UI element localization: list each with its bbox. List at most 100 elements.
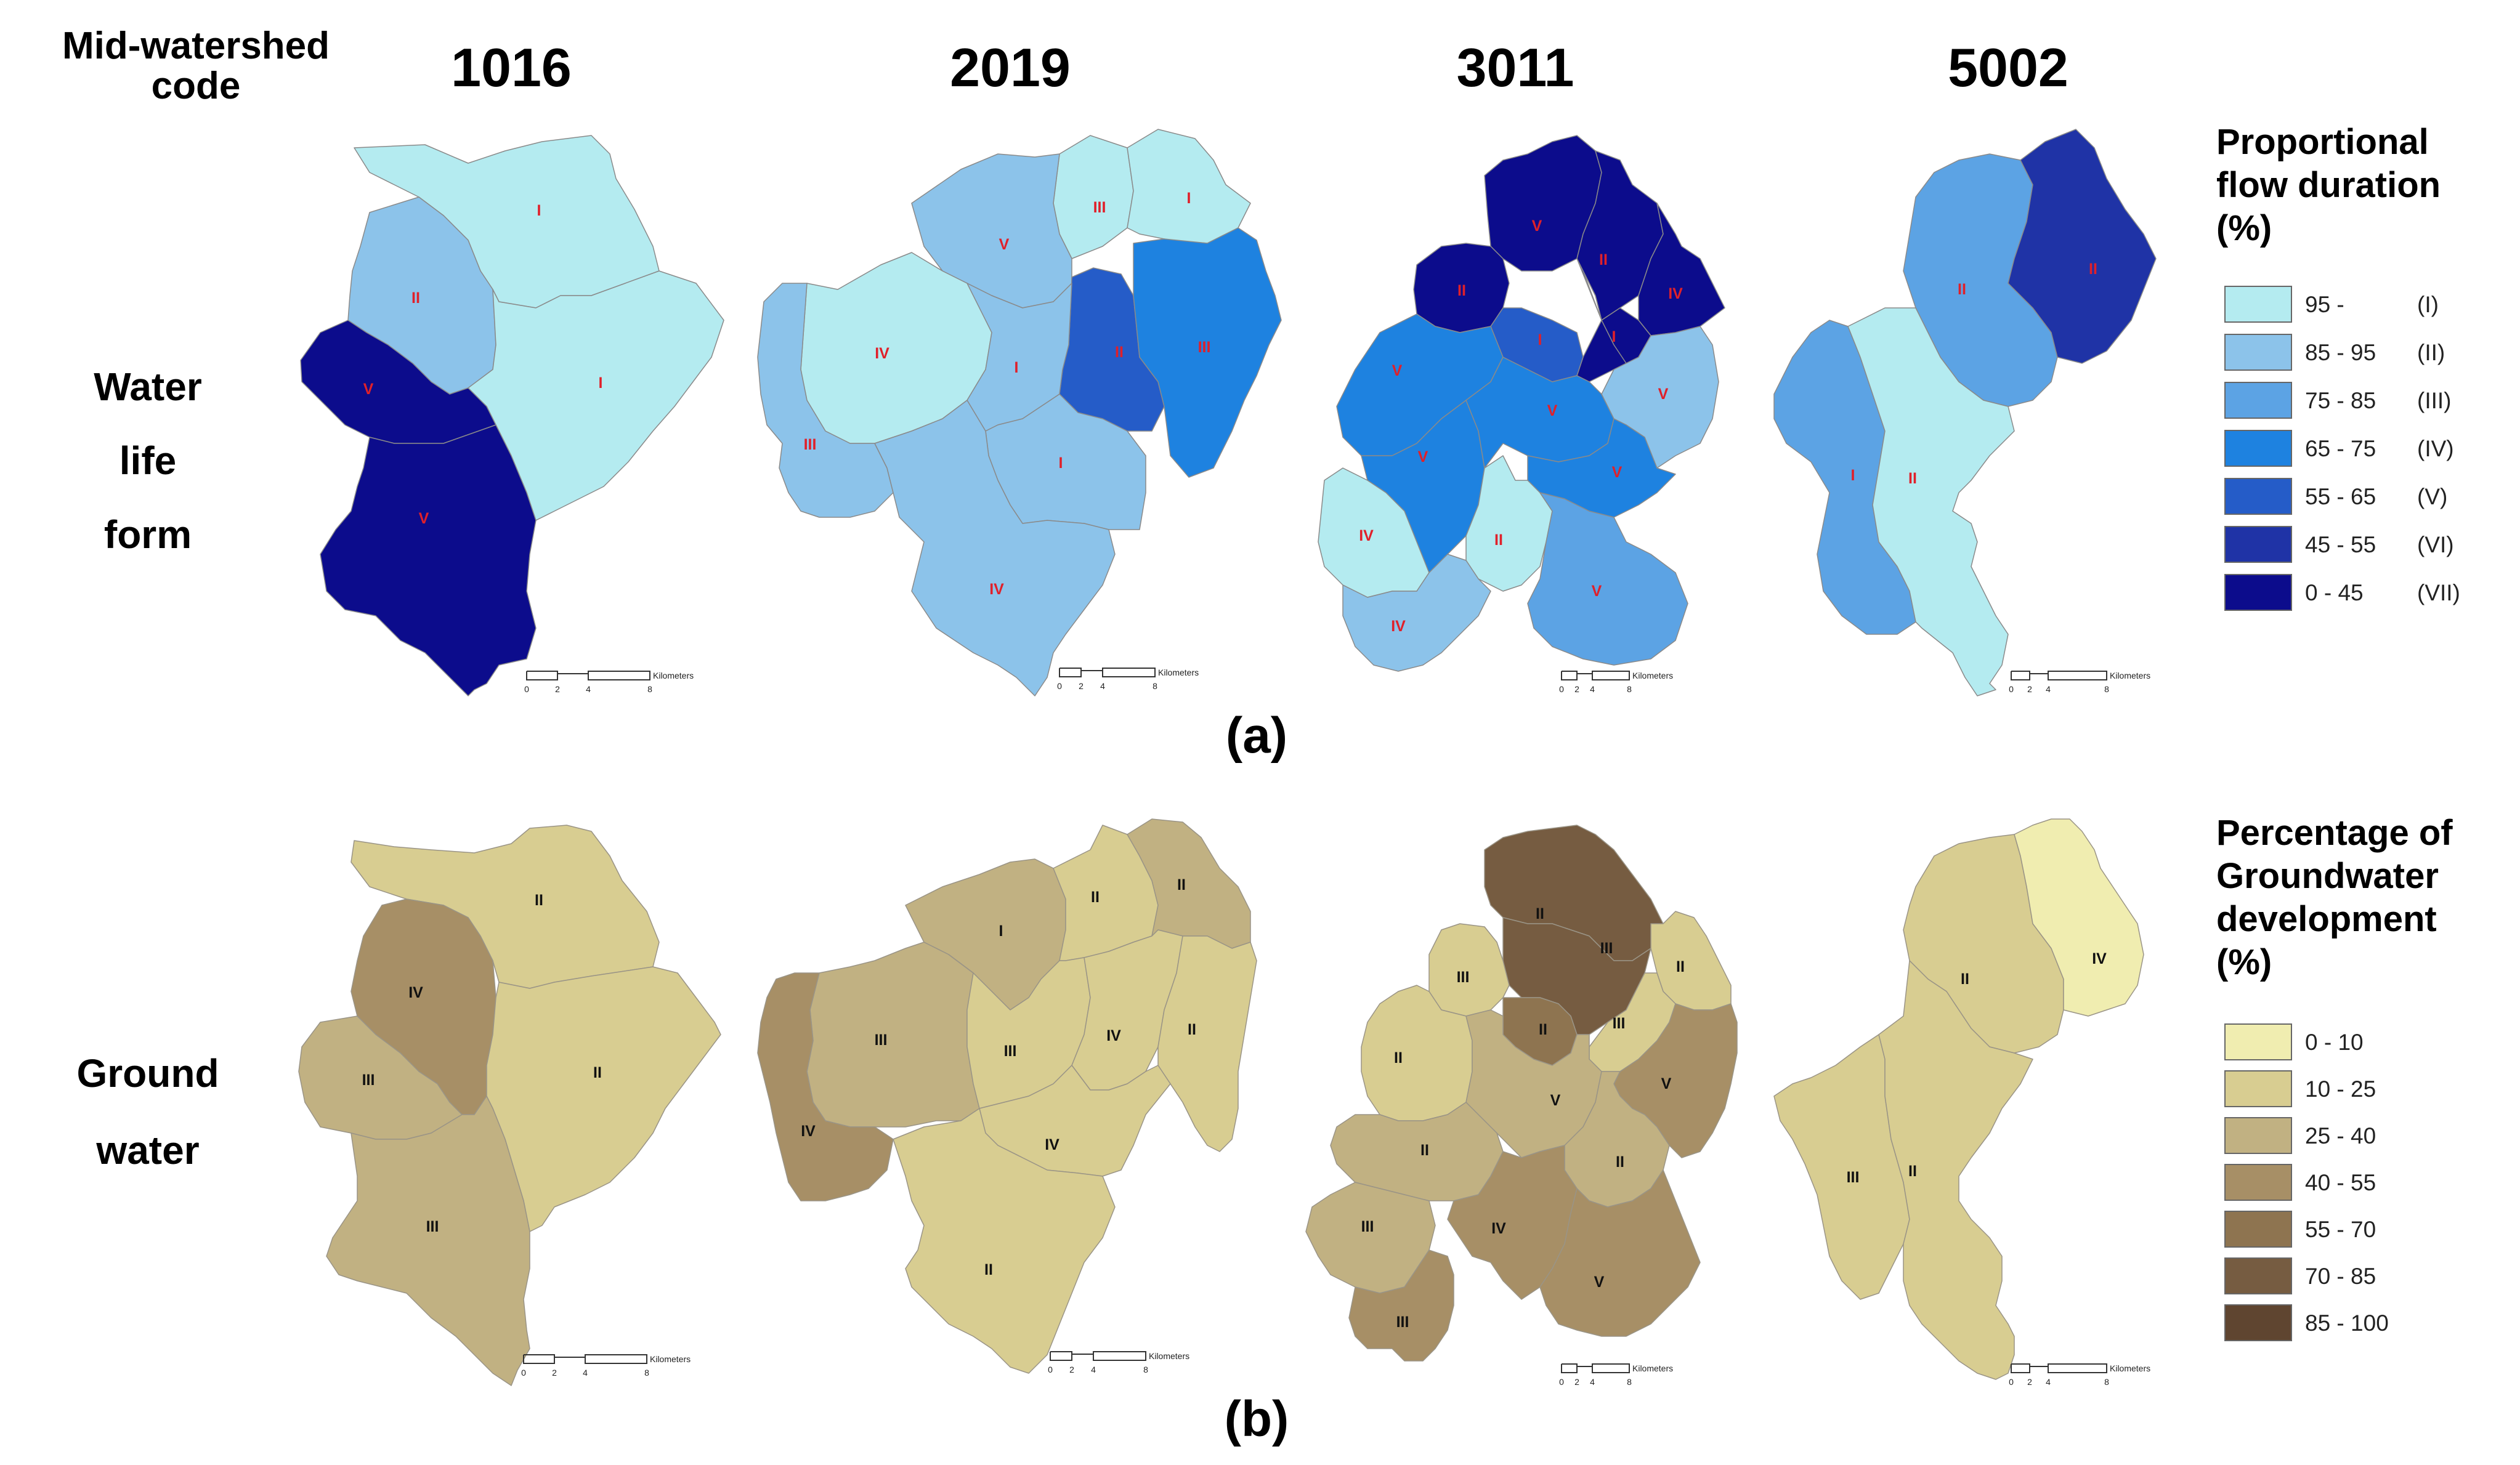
map-1016-water-life-form: I II I V V (300, 135, 724, 696)
zone-label-a3011-6: I (1538, 331, 1542, 349)
zone-label-b1016-3: II (593, 1064, 602, 1081)
zone-label-b3011-13: IV (1491, 1220, 1506, 1237)
zone-label-b2019-10: II (984, 1261, 993, 1278)
zone-label-a5002-3: I (1851, 467, 1855, 484)
zone-label-a2019-7: I (1015, 359, 1019, 376)
legend-swatch (2224, 478, 2292, 515)
legend-class-label: (I) (2417, 292, 2439, 317)
map-5002-water-life-form: II II I II (1773, 129, 2157, 696)
zone-b2019-7 (1157, 935, 1257, 1152)
scale-bar-a-1016: Kilometers 0 2 4 8 (524, 671, 694, 694)
legend-class-label: (IV) (2417, 436, 2454, 461)
zone-label-a3011-13: II (1494, 531, 1503, 549)
scale-tick-2: 2 (1574, 1377, 1579, 1387)
scale-tick-0: 0 (524, 684, 529, 694)
map-2019-ground-water: I II II III III IV II IV IV II (757, 818, 1257, 1374)
row-label-ground-water: Ground water (76, 1051, 219, 1172)
zone-label-b3011-15: V (1594, 1273, 1605, 1291)
zone-label-b1016-5: III (426, 1218, 439, 1235)
legend-swatch (2224, 574, 2292, 611)
zone-label-a2019-2: I (1187, 190, 1191, 207)
scale-unit: Kilometers (650, 1354, 691, 1364)
scale-tick-4: 4 (586, 684, 591, 694)
zone-label-b2019-8: IV (801, 1123, 816, 1140)
zone-a5002-4 (1847, 307, 2015, 696)
legend-swatch (2224, 1023, 2292, 1060)
legend-swatch (2224, 382, 2292, 419)
zone-label-b2019-4: III (875, 1031, 888, 1049)
zone-label-a3011-1: V (1532, 217, 1542, 235)
zone-label-b3011-2: III (1600, 940, 1613, 957)
zone-label-b2019-2: II (1091, 889, 1100, 906)
zone-label-b3011-8: V (1550, 1092, 1561, 1109)
scale-tick-8: 8 (644, 1368, 649, 1378)
zone-label-a1016-4: V (363, 381, 374, 398)
zone-label-b3011-12: III (1361, 1218, 1374, 1235)
scale-tick-4: 4 (1091, 1365, 1096, 1374)
scale-tick-0: 0 (1057, 681, 1062, 691)
legend-swatch (2224, 1211, 2292, 1248)
zone-label-b3011-4: III (1457, 969, 1470, 986)
legend-class-label: (VII) (2417, 580, 2460, 605)
legend-range-label: 85 - 100 (2305, 1310, 2389, 1336)
zone-a1016-4 (300, 320, 496, 444)
legend-range-label: 45 - 55 (2305, 532, 2376, 557)
scale-unit: Kilometers (1632, 671, 1673, 680)
zone-label-a3011-2: II (1599, 251, 1608, 268)
scale-tick-8: 8 (647, 684, 652, 694)
legend-class-label: (III) (2417, 388, 2451, 413)
scale-tick-8: 8 (1153, 681, 1157, 691)
map-1016-ground-water: II IV II III III (298, 825, 721, 1386)
zone-b1016-5 (326, 1096, 530, 1386)
legend-range-label: 0 - 45 (2305, 580, 2364, 605)
zone-label-a2019-1: III (1093, 199, 1106, 216)
zone-b5002-2 (2014, 818, 2144, 1017)
scale-unit: Kilometers (2110, 1363, 2150, 1373)
code-2019: 2019 (950, 37, 1071, 98)
scale-tick-8: 8 (1143, 1365, 1148, 1374)
scale-tick-4: 4 (1100, 681, 1105, 691)
scale-tick-2: 2 (1574, 684, 1579, 694)
legend-class-label: (V) (2417, 484, 2447, 509)
zone-label-b3011-6: III (1613, 1015, 1626, 1032)
scale-tick-8: 8 (2104, 684, 2109, 694)
zone-label-b5002-3: III (1847, 1169, 1860, 1186)
legend-swatch (2224, 1304, 2292, 1341)
scale-tick-2: 2 (2027, 684, 2032, 694)
scale-unit: Kilometers (1158, 668, 1199, 677)
zone-label-a3011-14: V (1592, 583, 1602, 600)
scale-tick-4: 4 (583, 1368, 588, 1378)
legend-range-label: 40 - 55 (2305, 1170, 2376, 1195)
scale-tick-2: 2 (2027, 1377, 2032, 1387)
zone-a2019-1 (1053, 135, 1134, 259)
zone-b5002-4 (1878, 960, 2033, 1380)
zone-a2019-8 (757, 283, 894, 518)
zone-label-b5002-4: II (1908, 1163, 1917, 1180)
scale-tick-2: 2 (552, 1368, 557, 1378)
scale-tick-2: 2 (1079, 681, 1084, 691)
legend-range-label: 55 - 70 (2305, 1217, 2376, 1242)
scale-tick-4: 4 (2046, 684, 2051, 694)
scale-unit: Kilometers (1632, 1363, 1673, 1373)
zone-label-a3011-7: V (1392, 362, 1403, 379)
code-5002: 5002 (1948, 37, 2068, 98)
zone-a5002-2 (2007, 129, 2157, 364)
legend-range-label: 55 - 65 (2305, 484, 2376, 509)
zone-a2019-5 (1133, 227, 1282, 478)
scale-bar-b-2019: Kilometers 0 2 4 8 (1048, 1351, 1189, 1374)
zone-b3011-15 (1539, 1169, 1701, 1337)
scale-tick-8: 8 (1627, 1377, 1632, 1387)
zone-label-b2019-9: IV (1045, 1136, 1059, 1153)
legend-range-label: 65 - 75 (2305, 436, 2376, 461)
zone-label-a2019-6: IV (875, 345, 889, 362)
legend-swatch (2224, 1070, 2292, 1107)
scale-unit: Kilometers (653, 671, 694, 680)
zone-b2019-4 (806, 942, 980, 1128)
zone-b3011-9 (1613, 1003, 1738, 1158)
zone-label-a3011-4: IV (1668, 285, 1683, 302)
zone-label-b1016-1: II (535, 892, 543, 909)
zone-a3011-14 (1527, 492, 1688, 666)
legend-range-label: 0 - 10 (2305, 1030, 2364, 1055)
zone-label-a3011-3: II (1457, 282, 1466, 299)
